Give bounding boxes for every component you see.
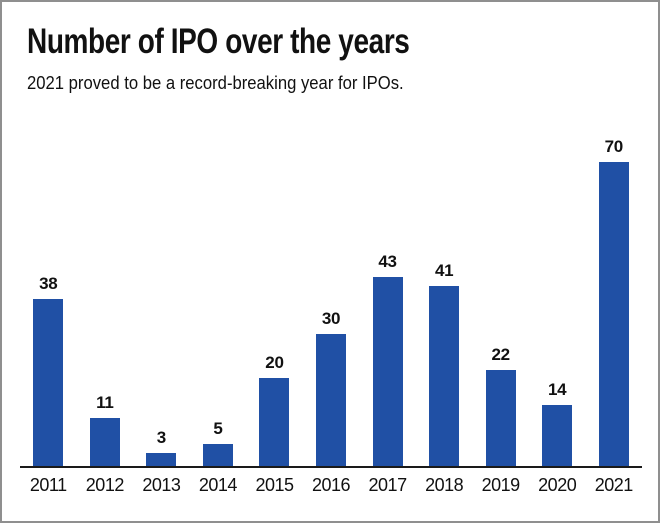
bar-chart: 38 11 3 5 20 30 43 41 22 14 70 2011 2012 2013 2014 201… [20, 138, 642, 496]
chart-subtitle-text: 2021 proved to be a record-breaking year… [27, 72, 404, 93]
bar-value-label-2014: 5 [213, 419, 223, 438]
bar-2020 [542, 405, 573, 466]
x-tick-label-2014: 2014 [198, 475, 238, 495]
x-tick-label-2011: 2011 [29, 475, 67, 495]
bar-value-label-2016: 30 [321, 309, 341, 328]
bar-value-label-2020: 14 [548, 380, 567, 399]
bar-2018 [429, 286, 460, 466]
bar-group-2014: 5 [190, 138, 247, 466]
bar-2015 [259, 378, 290, 466]
bar-2014 [202, 444, 233, 466]
bar-2016 [316, 334, 346, 466]
bar-value-label-2019: 22 [491, 345, 510, 364]
bar-value-label-2015: 20 [265, 353, 284, 372]
bar-group-2020: 14 [529, 138, 586, 466]
bar-2019 [485, 370, 516, 466]
x-tick-label-2017: 2017 [368, 475, 408, 495]
x-axis-labels: 2011 2012 2013 2014 2015 2016 2017 2018 2019 2020… [20, 468, 642, 496]
bar-group-2019: 22 [472, 138, 529, 466]
bar-group-2017: 43 [359, 138, 416, 466]
x-tick-label-2016: 2016 [311, 475, 351, 495]
bar-value-label-2017: 43 [378, 252, 397, 271]
bar-value-label-2018: 41 [434, 261, 454, 280]
bar-group-2021: 70 [585, 138, 642, 466]
bar-value-label-2013: 3 [156, 428, 166, 447]
bar-value-label-2012: 11 [96, 393, 114, 412]
plot-area: 38 11 3 5 20 30 43 41 22 14 70 [20, 138, 642, 468]
chart-header: Number of IPO over the years 2021 proved… [2, 2, 658, 94]
x-tick-label-2015: 2015 [255, 475, 294, 495]
bar-group-2012: 11 [77, 138, 134, 466]
bar-value-label-2021: 70 [604, 137, 624, 156]
x-tick-label-2018: 2018 [425, 475, 464, 495]
page-title-text: Number of IPO over the years [27, 22, 410, 61]
bar-2012 [89, 418, 120, 466]
bar-group-2016: 30 [303, 138, 360, 466]
x-tick-label-2013: 2013 [142, 475, 181, 495]
bar-2017 [372, 277, 403, 466]
chart-subtitle: 2021 proved to be a record-breaking year… [27, 72, 658, 94]
x-tick-label-2020: 2020 [538, 475, 577, 495]
x-tick-label-2019: 2019 [481, 475, 521, 495]
bar-group-2015: 20 [246, 138, 303, 466]
page-title: Number of IPO over the years [27, 23, 658, 61]
bar-2011 [33, 299, 64, 466]
bar-group-2018: 41 [416, 138, 473, 466]
bar-2021 [598, 162, 629, 466]
x-tick-label-2012: 2012 [85, 475, 125, 495]
bar-2013 [146, 453, 177, 466]
bar-value-label-2011: 38 [39, 274, 58, 293]
bar-group-2011: 38 [20, 138, 77, 466]
x-tick-label-2021: 2021 [594, 475, 634, 495]
bar-group-2013: 3 [133, 138, 190, 466]
